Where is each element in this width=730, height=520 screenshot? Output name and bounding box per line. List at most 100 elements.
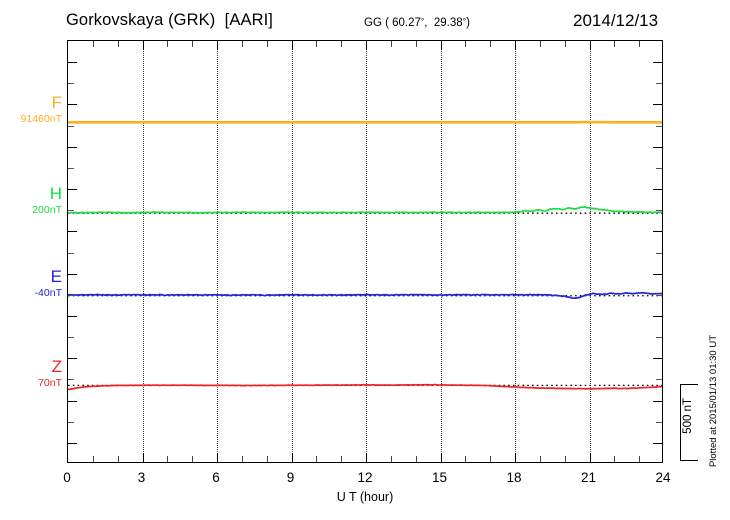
y-tick xyxy=(68,104,77,106)
x-tick-hour-7 xyxy=(241,41,243,47)
x-axis-label-12: 12 xyxy=(357,470,373,485)
x-tick-hour-14 xyxy=(415,456,417,462)
x-tick-hour-19 xyxy=(539,456,541,462)
component-label-f: F xyxy=(51,93,62,112)
y-tick xyxy=(68,358,77,360)
y-tick xyxy=(656,337,662,339)
x-tick-hour-14 xyxy=(415,41,417,47)
page-title: Gorkovskaya (GRK) [AARI] xyxy=(66,11,273,29)
component-label-z: Z xyxy=(51,357,62,376)
x-axis-label-6: 6 xyxy=(212,470,220,485)
x-tick-hour-18 xyxy=(515,41,516,50)
gridline-hour-6 xyxy=(217,41,218,462)
y-tick xyxy=(68,210,74,212)
x-tick-hour-8 xyxy=(266,456,268,462)
x-tick-hour-15 xyxy=(440,453,442,462)
x-tick-hour-10 xyxy=(316,41,318,47)
y-tick xyxy=(68,83,74,85)
y-tick xyxy=(653,231,662,233)
y-tick xyxy=(68,231,77,233)
component-value-h: 200nT xyxy=(32,204,62,216)
x-axis-label-18: 18 xyxy=(506,470,522,485)
x-tick-hour-13 xyxy=(390,456,392,462)
y-tick xyxy=(68,442,77,444)
y-tick xyxy=(68,146,77,148)
scale-bar xyxy=(680,384,698,461)
x-tick-hour-21 xyxy=(589,41,591,50)
x-tick-hour-16 xyxy=(465,456,467,462)
x-tick-hour-9 xyxy=(291,453,293,462)
x-tick-hour-19 xyxy=(539,41,541,47)
x-tick-hour-1 xyxy=(92,456,94,462)
geographic-coordinates: GG ( 60.27°, 29.38°) xyxy=(364,16,470,29)
y-tick xyxy=(653,358,662,360)
y-tick xyxy=(68,62,77,64)
x-tick-hour-21 xyxy=(589,453,591,462)
gridline-hour-15 xyxy=(440,41,442,462)
x-tick-hour-17 xyxy=(490,456,492,462)
geo-coords-close: ) xyxy=(466,17,470,29)
y-tick xyxy=(656,294,662,296)
gridline-hour-18 xyxy=(515,41,516,462)
y-tick xyxy=(68,167,74,169)
plot-area xyxy=(68,41,662,462)
y-tick xyxy=(653,146,662,148)
x-tick-hour-16 xyxy=(465,41,467,47)
y-tick xyxy=(68,315,77,317)
x-tick-hour-3 xyxy=(142,453,144,462)
x-tick-hour-11 xyxy=(341,456,343,462)
x-tick-hour-22 xyxy=(614,41,616,47)
x-tick-hour-15 xyxy=(440,41,442,50)
trace-h xyxy=(68,206,662,214)
component-label-e: E xyxy=(50,267,62,286)
x-axis-label-9: 9 xyxy=(286,470,295,485)
x-tick-hour-20 xyxy=(564,456,566,462)
x-tick-hour-1 xyxy=(92,41,94,47)
x-tick-hour-11 xyxy=(341,41,343,47)
x-tick-hour-13 xyxy=(390,41,392,47)
x-tick-hour-6 xyxy=(217,41,218,50)
x-axis-title: U T (hour) xyxy=(336,490,394,504)
x-tick-hour-10 xyxy=(316,456,318,462)
gridline-hour-3 xyxy=(142,41,144,462)
x-tick-hour-5 xyxy=(192,41,194,47)
y-tick xyxy=(656,252,662,254)
y-tick xyxy=(656,421,662,423)
y-tick xyxy=(68,421,74,423)
y-tick xyxy=(68,294,74,296)
y-tick xyxy=(656,210,662,212)
gridline-hour-21 xyxy=(589,41,591,462)
x-tick-hour-3 xyxy=(142,41,144,50)
x-tick-hour-2 xyxy=(117,456,119,462)
trace-z xyxy=(68,383,662,391)
degree-symbol-icon: ° xyxy=(462,16,467,26)
x-tick-hour-6 xyxy=(217,453,218,462)
geo-coords-lat: GG ( 60.27 xyxy=(364,17,421,29)
component-value-f: 91460nT xyxy=(20,113,62,125)
plot-frame xyxy=(67,40,663,463)
y-tick xyxy=(653,400,662,402)
component-value-z: 70nT xyxy=(38,377,62,389)
x-tick-hour-23 xyxy=(639,456,641,462)
y-tick xyxy=(653,189,662,191)
x-tick-hour-22 xyxy=(614,456,616,462)
x-tick-hour-20 xyxy=(564,41,566,47)
y-tick xyxy=(68,379,74,381)
x-tick-hour-4 xyxy=(167,41,169,47)
y-tick xyxy=(68,400,77,402)
x-tick-hour-9 xyxy=(291,41,293,50)
y-tick xyxy=(653,62,662,64)
component-label-h: H xyxy=(49,184,62,203)
x-tick-hour-5 xyxy=(192,456,194,462)
x-tick-hour-12 xyxy=(366,41,367,50)
x-axis-label-0: 0 xyxy=(63,470,71,485)
scale-bar-label: 500 nT xyxy=(682,398,694,434)
y-tick xyxy=(68,125,74,127)
x-axis-label-24: 24 xyxy=(655,470,671,485)
component-value-e: -40nT xyxy=(34,287,62,299)
y-tick xyxy=(68,189,77,191)
x-axis-label-3: 3 xyxy=(137,470,146,485)
trace-e xyxy=(68,291,662,300)
x-tick-hour-18 xyxy=(515,453,516,462)
